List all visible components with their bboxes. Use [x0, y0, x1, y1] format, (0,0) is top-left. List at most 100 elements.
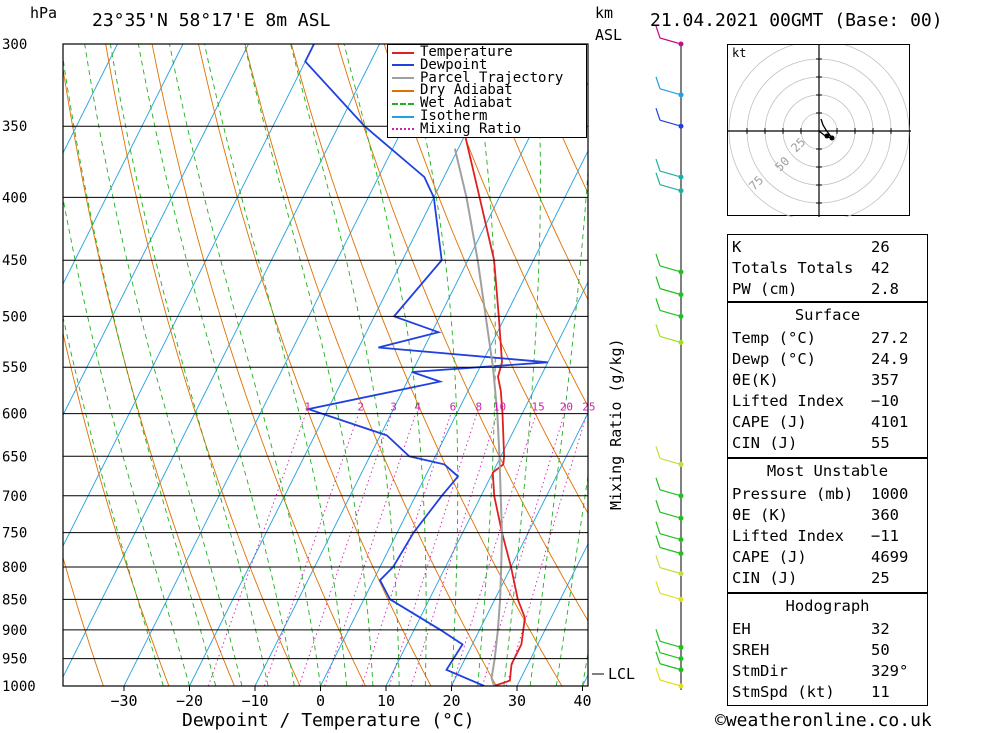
index-row: SREH 50: [728, 640, 927, 661]
wind-barb-flag: [655, 535, 661, 548]
index-value: 329°: [871, 662, 909, 680]
wind-barb-flag: [655, 298, 661, 311]
wet-adiabat-line: [169, 44, 321, 686]
wind-barb-flag: [655, 521, 661, 534]
pressure-unit-label: hPa: [30, 4, 58, 22]
isotherm-line: [63, 44, 249, 417]
dry-adiabat-line: [383, 44, 588, 515]
series-parcel-trajectory: [453, 148, 504, 686]
most-unstable-title: Most Unstable: [766, 462, 889, 480]
isotherm-line: [63, 44, 184, 286]
index-label: Dewp (°C): [732, 350, 816, 368]
index-label: Totals Totals: [732, 259, 854, 277]
wind-level-dot: [678, 123, 684, 129]
wet-adiabat-line: [243, 44, 374, 686]
index-label: Lifted Index: [732, 527, 844, 545]
wet-adiabat-line: [555, 473, 588, 686]
isotherm-line: [254, 44, 577, 686]
wind-barb-flag: [655, 276, 661, 289]
index-label: StmSpd (kt): [732, 683, 835, 701]
index-label: EH: [732, 620, 751, 638]
lcl-label: LCL: [608, 665, 636, 683]
wet-adiabat-line: [470, 44, 496, 686]
mixing-ratio-line: [207, 413, 307, 686]
index-value: 50: [871, 641, 890, 659]
legend-label: Dry Adiabat: [420, 82, 513, 99]
pressure-tick-label: 900: [2, 623, 27, 639]
wind-barb-flag: [655, 446, 661, 459]
legend-swatch: [392, 115, 414, 118]
x-axis-label: Dewpoint / Temperature (°C): [182, 710, 475, 731]
sounding-lines: [304, 44, 548, 686]
legend-swatch: [392, 89, 414, 92]
pressure-tick-label: 500: [2, 309, 27, 325]
index-row: EH 32: [728, 619, 927, 640]
legend-label: Parcel Trajectory: [420, 69, 564, 86]
index-value: 55: [871, 434, 890, 452]
pressure-tick-label: 850: [2, 592, 27, 608]
km-unit-label: km: [595, 4, 614, 22]
wind-barb: [659, 309, 682, 317]
datetime-title: 21.04.2021 00GMT (Base: 00): [650, 10, 943, 31]
wind-barb: [659, 663, 682, 671]
pressure-tick-label: 300: [2, 37, 27, 53]
chart-legend: Temperature Dewpoint Parcel Trajectory Dry …: [387, 44, 587, 138]
index-value: 42: [871, 259, 890, 277]
wind-barb-column: [592, 25, 684, 690]
wet-adiabat-line: [503, 44, 541, 686]
axes-frame: 1 2 3 4 6 8 10 15 20 2530035040045050055060065070…: [2, 37, 595, 710]
temperature-tick-label: 40: [573, 692, 591, 710]
index-value: 1000: [871, 485, 909, 503]
wet-adiabat-line: [63, 195, 190, 686]
legend-label: Temperature: [420, 44, 513, 60]
temperature-tick-label: 30: [508, 692, 526, 710]
hodograph-ring-label: 25: [788, 135, 808, 155]
hodograph-indices-box: Hodograph EH 32 SREH 50 StmDir 329° StmSpd (kt…: [727, 593, 928, 706]
wind-barb: [659, 511, 682, 519]
temperature-tick-label: 10: [377, 692, 395, 710]
mixing-ratio-label: 15: [531, 401, 544, 414]
legend-swatch: [392, 64, 414, 67]
index-label: CAPE (J): [732, 413, 807, 431]
wind-barb: [659, 119, 682, 127]
index-value: 25: [871, 569, 890, 587]
legend-item: Dry Adiabat: [392, 82, 513, 99]
wet-adiabat-line: [582, 650, 588, 686]
mixing-ratio-label: 3: [390, 401, 397, 414]
wind-barb: [659, 489, 682, 497]
hodograph-unit-label: kt: [732, 46, 747, 60]
surface-title: Surface: [794, 306, 861, 324]
dry-adiabat-line: [63, 65, 235, 686]
isotherm-line: [189, 44, 511, 686]
index-row: Dewp (°C) 24.9: [728, 349, 927, 370]
temperature-tick-label: 0: [316, 692, 325, 710]
isotherm-line: [385, 280, 588, 686]
index-row: θE (K) 360: [728, 505, 927, 526]
hodograph-ring-label: 50: [772, 154, 792, 174]
mixing-ratio-line: [481, 413, 565, 686]
index-label: CAPE (J): [732, 548, 807, 566]
temperature-tick-label: −20: [176, 692, 203, 710]
wind-barb-flag: [655, 172, 661, 185]
most-unstable-box: Most Unstable Pressure (mb) 1000 θE (K) 360…: [727, 458, 928, 593]
index-value: −11: [871, 527, 899, 545]
wind-barb-flag: [655, 25, 661, 39]
legend-swatch: [392, 128, 414, 131]
pressure-tick-label: 600: [2, 407, 27, 423]
wind-barb-flag: [655, 555, 661, 568]
wet-adiabat-line: [63, 314, 164, 686]
isotherm-line: [451, 411, 588, 686]
wet-adiabat-line: [63, 55, 217, 686]
isotherm-line: [63, 44, 380, 679]
index-row: CIN (J) 25: [728, 568, 927, 589]
mixing-ratio-line: [505, 413, 588, 686]
mixing-ratio-label: 25: [582, 401, 595, 414]
index-row: Pressure (mb) 1000: [728, 484, 927, 505]
index-value: −10: [871, 392, 899, 410]
mixing-ratio-line: [451, 413, 537, 686]
wind-barb-flag: [655, 158, 661, 172]
isotherm-line: [63, 44, 118, 155]
index-row: θE(K) 357: [728, 370, 927, 391]
wind-barb-flag: [655, 324, 661, 337]
